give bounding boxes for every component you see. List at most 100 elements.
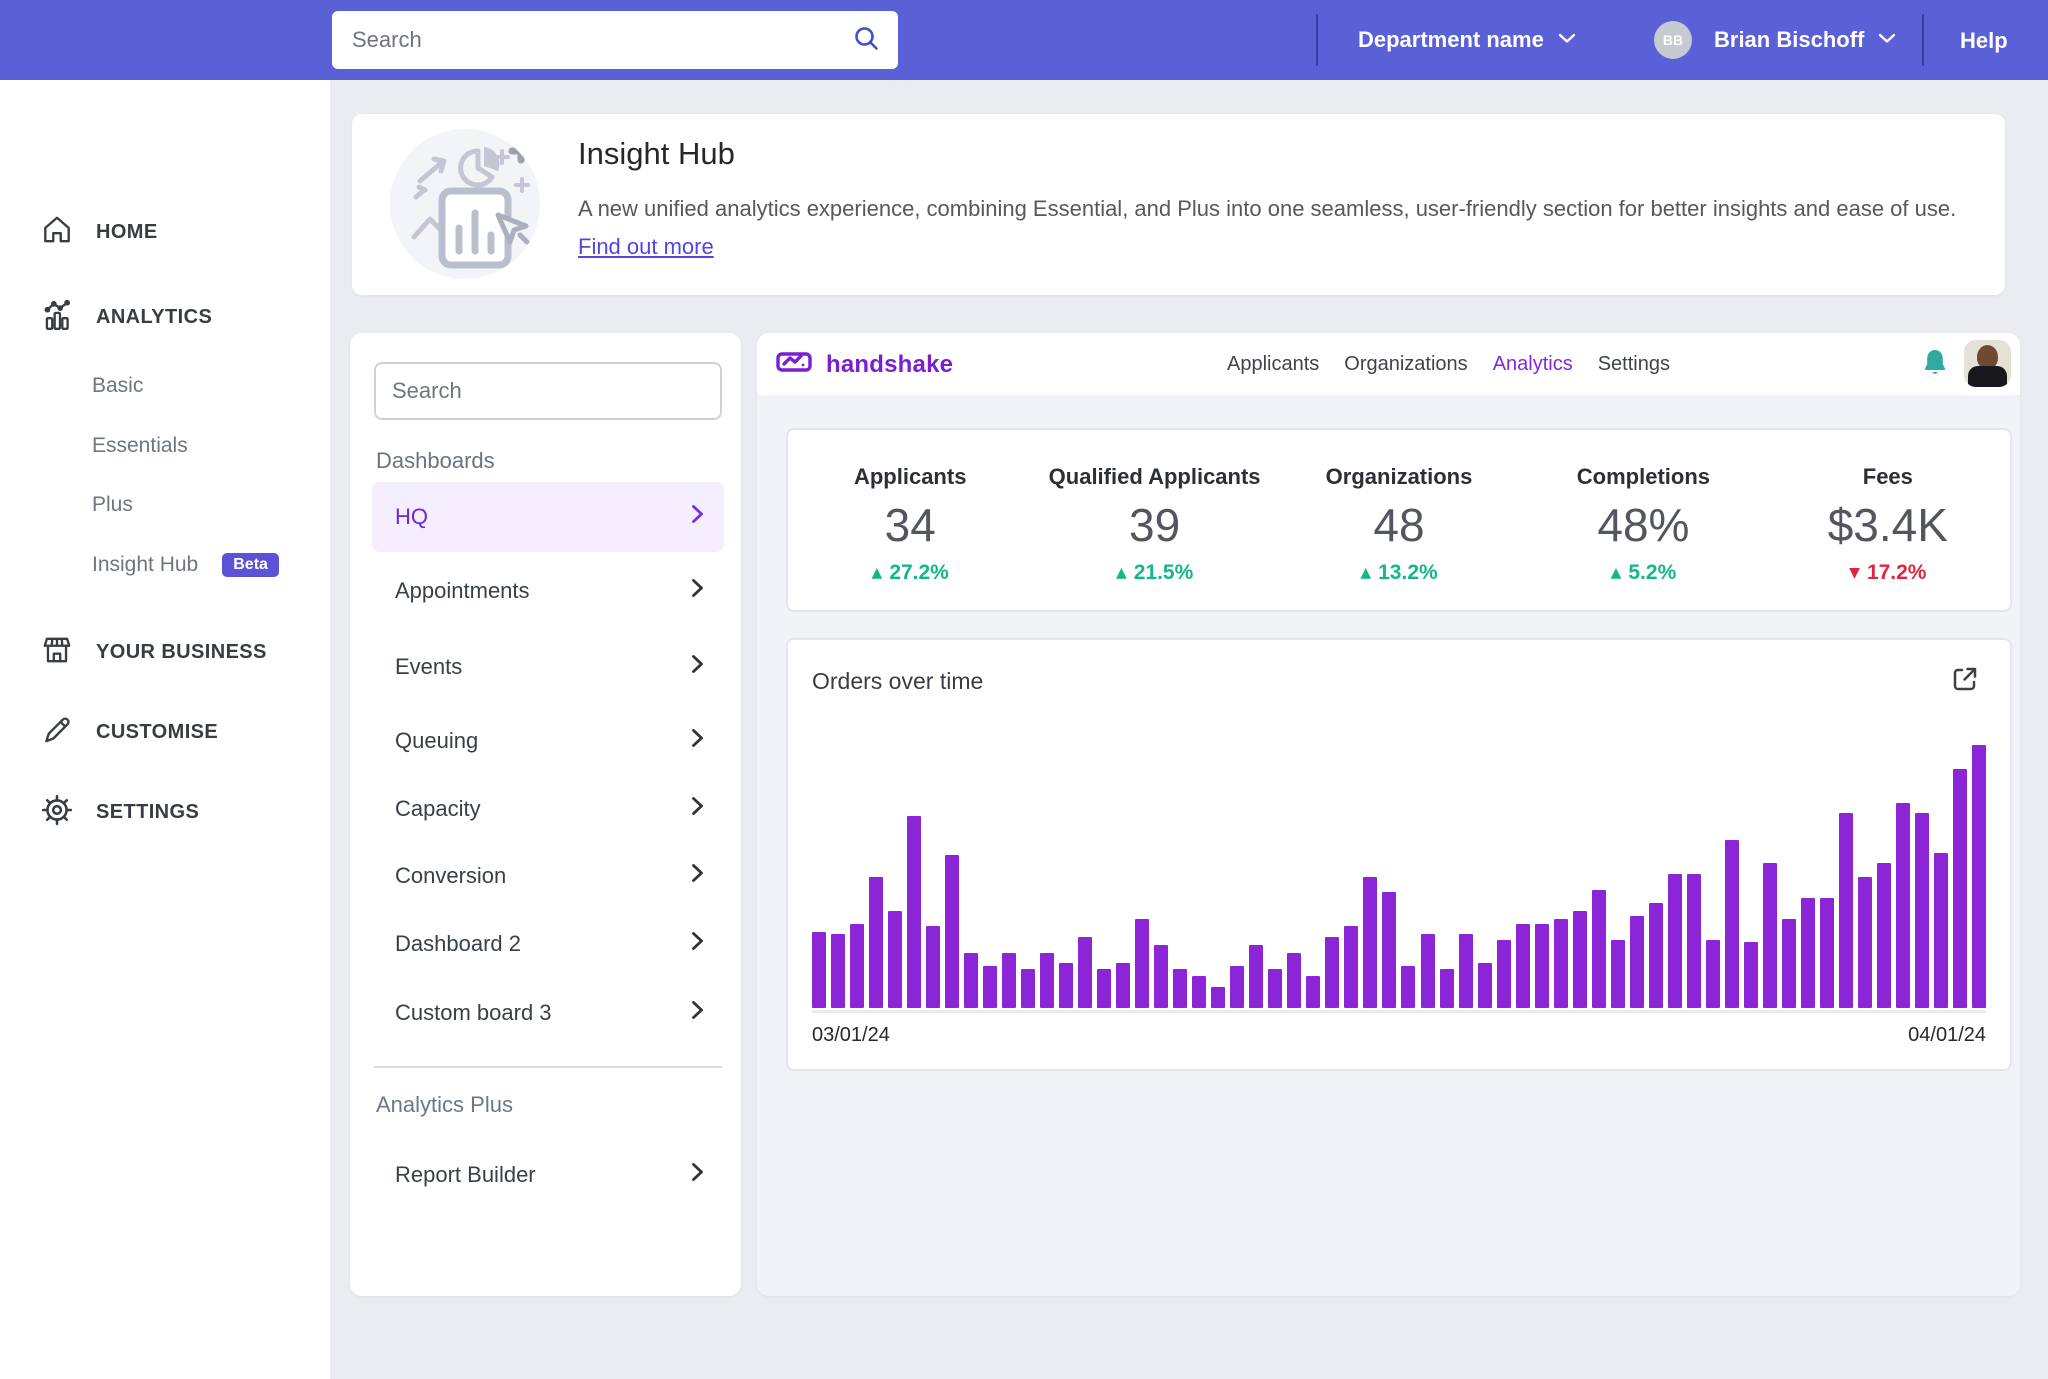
order-bar — [1915, 813, 1929, 1008]
order-bar — [964, 953, 978, 1008]
stat-value: 48 — [1373, 498, 1424, 552]
stat-label: Fees — [1863, 464, 1913, 490]
sidebar-item-label: ANALYTICS — [96, 306, 212, 329]
chart-axis-labels: 03/01/24 04/01/24 — [812, 1024, 1986, 1047]
search-icon[interactable] — [852, 24, 880, 57]
order-bar — [945, 855, 959, 1008]
dashboard-item-conversion[interactable]: Conversion — [372, 848, 724, 904]
dashboard-item-custom-board-3[interactable]: Custom board 3 — [372, 985, 724, 1041]
nav-applicants[interactable]: Applicants — [1227, 353, 1319, 376]
order-bar — [812, 932, 826, 1008]
global-search-input[interactable] — [352, 27, 852, 53]
stat-applicants: Applicants 34 ▲27.2% — [788, 430, 1032, 610]
dashboard-item-label: Events — [395, 654, 462, 680]
stat-completions: Completions 48% ▲5.2% — [1521, 430, 1765, 610]
stat-value: 34 — [885, 498, 936, 552]
stat-delta: ▲21.5% — [1116, 561, 1193, 585]
triangle-up-icon: ▲ — [1116, 565, 1127, 581]
sidebar-item-essentials[interactable]: Essentials — [92, 434, 188, 458]
handshake-brand[interactable]: handshake — [772, 344, 953, 385]
chevron-right-icon — [691, 654, 704, 680]
sidebar-subitem-label: Plus — [92, 493, 133, 517]
sidebar-item-label: YOUR BUSINESS — [96, 641, 267, 664]
order-bar — [1820, 898, 1834, 1008]
department-selector[interactable]: Department name — [1358, 0, 1576, 80]
dashboard-item-events[interactable]: Events — [372, 639, 724, 695]
dashboards-search-input[interactable] — [392, 378, 704, 404]
order-bar — [831, 934, 845, 1008]
chevron-right-icon — [691, 796, 704, 822]
sidebar-subitem-label: Essentials — [92, 434, 188, 458]
order-bar — [1363, 877, 1377, 1009]
sidebar-item-settings[interactable]: SETTINGS — [40, 793, 199, 832]
order-bar — [1934, 853, 1948, 1008]
order-bar — [1725, 840, 1739, 1008]
order-bar — [1382, 892, 1396, 1008]
sidebar-item-label: CUSTOMISE — [96, 721, 218, 744]
order-bar — [1839, 813, 1853, 1008]
avatar[interactable]: BB — [1654, 21, 1692, 59]
nav-organizations[interactable]: Organizations — [1344, 353, 1467, 376]
user-menu[interactable]: Brian Bischoff — [1714, 0, 1896, 80]
order-bar — [1649, 903, 1663, 1008]
dashboard-item-hq[interactable]: HQ — [372, 482, 724, 552]
delta-text: 5.2% — [1628, 561, 1676, 585]
stat-delta: ▼17.2% — [1849, 561, 1926, 585]
dashboard-item-capacity[interactable]: Capacity — [372, 781, 724, 837]
pencil-icon — [40, 713, 74, 752]
dashboard-item-queuing[interactable]: Queuing — [372, 713, 724, 769]
sidebar-item-home[interactable]: HOME — [40, 213, 158, 252]
topbar-divider — [1922, 14, 1924, 66]
order-bar — [1554, 919, 1568, 1008]
order-bar — [1021, 969, 1035, 1008]
dashboard-item-appointments[interactable]: Appointments — [372, 563, 724, 619]
dashboard-item-dashboard-2[interactable]: Dashboard 2 — [372, 916, 724, 972]
dashboard-item-label: Conversion — [395, 863, 506, 889]
dashboard-item-report-builder[interactable]: Report Builder — [372, 1147, 724, 1203]
order-bar — [1002, 953, 1016, 1008]
sidebar-item-customise[interactable]: CUSTOMISE — [40, 713, 218, 752]
sidebar-item-plus[interactable]: Plus — [92, 493, 133, 517]
nav-settings[interactable]: Settings — [1598, 353, 1670, 376]
bell-icon[interactable] — [1922, 348, 1948, 383]
order-bar — [1744, 942, 1758, 1008]
stat-label: Organizations — [1326, 464, 1473, 490]
order-bar — [1630, 916, 1644, 1008]
order-bar — [1173, 969, 1187, 1008]
order-bar — [850, 924, 864, 1008]
sidebar-item-your-business[interactable]: YOUR BUSINESS — [40, 633, 267, 672]
kpi-stats-card: Applicants 34 ▲27.2% Qualified Applicant… — [786, 428, 2012, 612]
analytics-illustration-icon — [390, 129, 540, 279]
sidebar-item-basic[interactable]: Basic — [92, 374, 143, 398]
stat-delta: ▲27.2% — [872, 561, 949, 585]
stat-value: 48% — [1597, 498, 1689, 552]
topbar-divider — [1316, 14, 1318, 66]
order-bar — [1135, 919, 1149, 1008]
order-bar — [1211, 987, 1225, 1008]
dashboard-item-label: Dashboard 2 — [395, 931, 521, 957]
nav-analytics[interactable]: Analytics — [1493, 353, 1573, 376]
order-bar — [1592, 890, 1606, 1008]
user-avatar-photo[interactable] — [1964, 340, 2011, 387]
order-bar — [1192, 976, 1206, 1008]
sidebar-item-label: SETTINGS — [96, 801, 199, 824]
find-out-more-link[interactable]: Find out more — [578, 234, 714, 259]
analytics-plus-section-label: Analytics Plus — [376, 1092, 513, 1118]
sidebar-item-analytics[interactable]: ANALYTICS — [40, 298, 212, 337]
external-link-icon[interactable] — [1948, 662, 1982, 701]
order-bar — [1230, 966, 1244, 1008]
stat-label: Applicants — [854, 464, 966, 490]
chevron-down-icon — [1558, 31, 1576, 49]
page-description: A new unified analytics experience, comb… — [578, 190, 2003, 266]
triangle-down-icon: ▼ — [1849, 565, 1860, 581]
chart-axis-line — [812, 1010, 1986, 1013]
sidebar-item-label: HOME — [96, 221, 158, 244]
sidebar-item-insight-hub[interactable]: Insight Hub Beta — [92, 553, 279, 577]
global-search — [332, 11, 898, 69]
orders-bars — [812, 745, 1986, 1008]
order-bar — [1421, 934, 1435, 1008]
sidebar: HOME ANALYTICS Basic Essentials Plus Ins… — [0, 80, 330, 1379]
stat-label: Qualified Applicants — [1049, 464, 1261, 490]
order-bar — [1059, 963, 1073, 1008]
help-button[interactable]: Help — [1960, 28, 2008, 54]
